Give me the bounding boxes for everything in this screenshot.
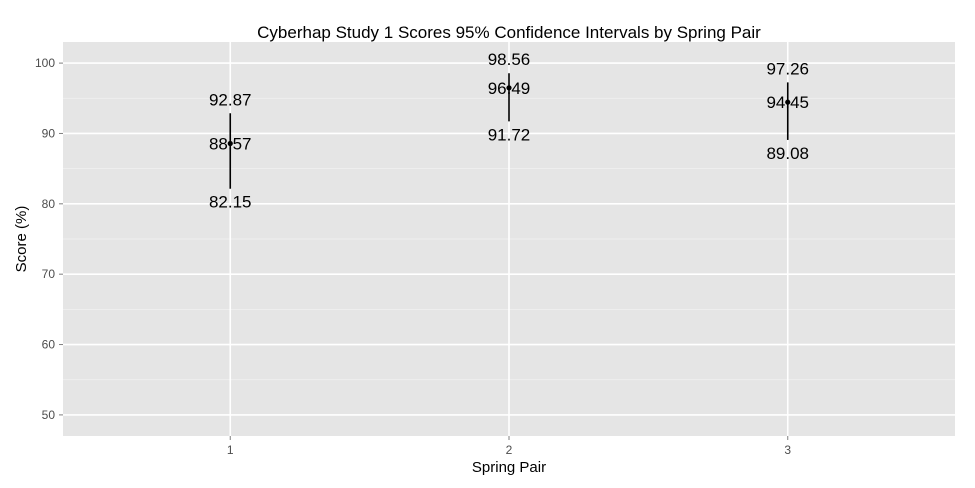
upper-bound-label: 97.26 xyxy=(766,59,809,78)
mean-point xyxy=(506,85,512,91)
y-tick-label: 60 xyxy=(42,338,56,352)
y-tick-label: 100 xyxy=(35,56,55,70)
major-gridlines xyxy=(63,42,955,436)
mean-label: 96.49 xyxy=(488,79,531,98)
x-tick-label: 2 xyxy=(506,443,513,457)
lower-bound-label: 89.08 xyxy=(766,144,809,163)
y-axis-title: Score (%) xyxy=(13,206,30,273)
data-labels: 92.87 88.57 82.15 98.56 96.49 91.72 97.26 94.45… xyxy=(209,50,809,211)
x-axis-title: Spring Pair xyxy=(472,459,546,476)
chart-title: Cyberhap Study 1 Scores 95% Confidence I… xyxy=(257,23,761,42)
y-tick-label: 50 xyxy=(42,408,56,422)
lower-bound-label: 91.72 xyxy=(488,125,531,144)
x-tick-label: 3 xyxy=(784,443,791,457)
upper-bound-label: 98.56 xyxy=(488,50,531,69)
upper-bound-label: 92.87 xyxy=(209,90,252,109)
y-axis-ticks: 50 60 70 80 90 100 xyxy=(35,56,63,422)
y-tick-label: 90 xyxy=(42,126,56,140)
mean-label: 94.45 xyxy=(766,93,809,112)
y-tick-label: 70 xyxy=(42,267,56,281)
y-tick-label: 80 xyxy=(42,197,56,211)
lower-bound-label: 82.15 xyxy=(209,193,252,212)
x-axis-ticks: 1 2 3 xyxy=(227,436,791,457)
x-tick-label: 1 xyxy=(227,443,234,457)
mean-label: 88.57 xyxy=(209,135,252,154)
error-bars xyxy=(227,73,791,189)
mean-point xyxy=(785,99,791,105)
mean-point xyxy=(227,140,233,147)
